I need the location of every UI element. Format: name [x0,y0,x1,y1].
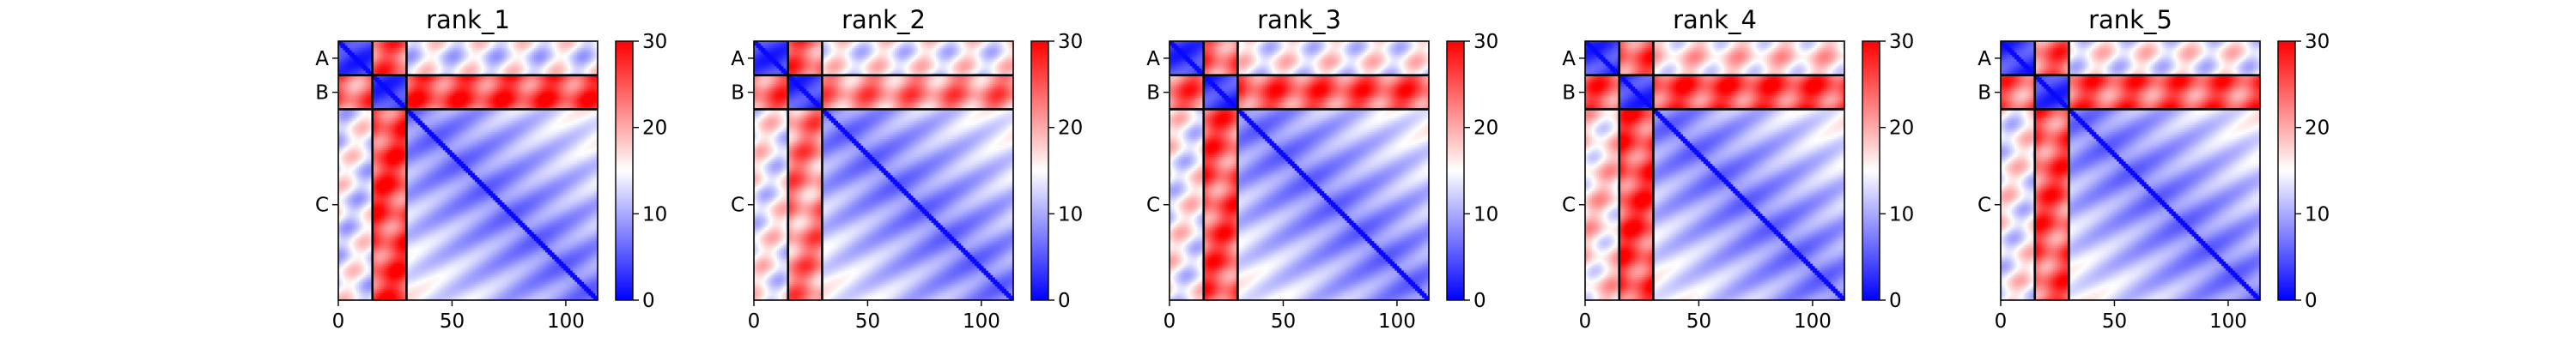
panel-title: rank_1 [426,5,510,34]
heatmap-cells [338,41,598,301]
